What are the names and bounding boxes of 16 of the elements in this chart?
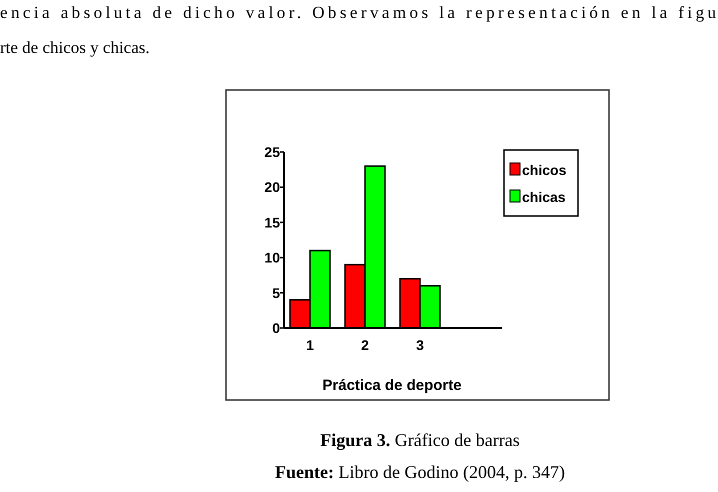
y-tick-label: 0 (272, 320, 280, 336)
x-axis-title: Práctica de deporte (322, 377, 462, 394)
y-tick-label: 15 (264, 214, 280, 230)
x-tick-label: 1 (306, 337, 314, 353)
x-tick-label: 3 (416, 337, 424, 353)
text: rte de chicos y chicas. (0, 38, 150, 57)
source-note: Fuente: Libro de Godino (2004, p. 347) (275, 462, 565, 482)
y-tick-label: 10 (264, 250, 280, 266)
legend-label: chicos (522, 162, 567, 178)
y-tick-label: 5 (272, 284, 280, 301)
y-tick-label: 25 (264, 144, 280, 160)
text: Figura 3. Gráfico de barras (320, 430, 520, 450)
x-tick-label: 2 (361, 337, 370, 353)
y-tick-label: 20 (264, 179, 280, 196)
text: encia absoluta de dicho valor. Observamos la representación en la figu (0, 3, 716, 22)
legend-label: chicas (522, 189, 566, 205)
